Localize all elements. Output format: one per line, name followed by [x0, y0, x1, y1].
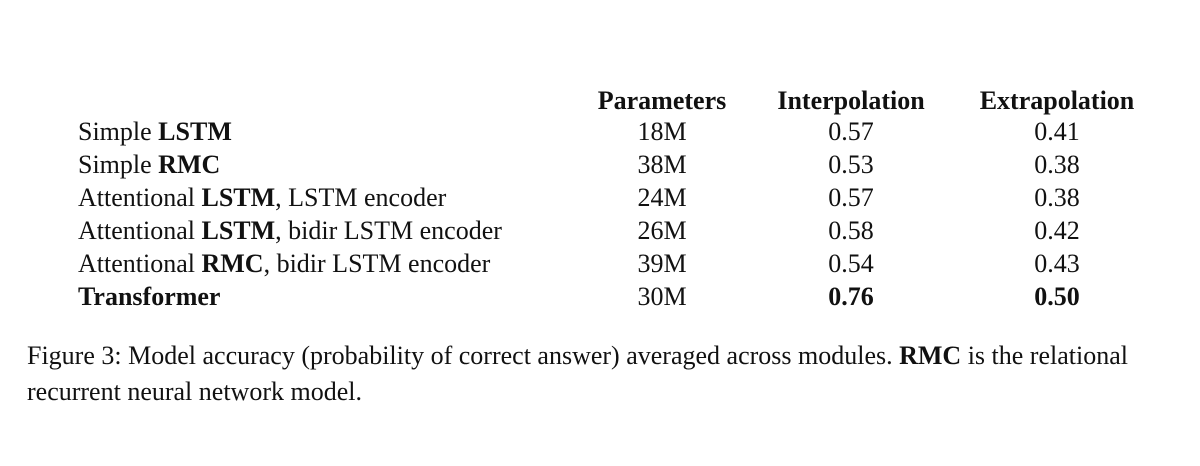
- table-cell: 0.53: [828, 150, 874, 179]
- label-part: Simple: [78, 117, 159, 146]
- column-header: Parameters: [597, 86, 727, 115]
- table-cell: 0.42: [1034, 216, 1080, 245]
- table-cell: 0.38: [1034, 183, 1080, 212]
- label-part: Attentional: [78, 183, 202, 212]
- label-part: , LSTM encoder: [275, 183, 447, 212]
- label-part: RMC: [158, 150, 221, 179]
- caption-part: Figure 3: Model accuracy (probability of…: [27, 341, 900, 370]
- label-part: LSTM: [201, 183, 276, 212]
- row-label: Attentional LSTM, bidir LSTM encoder: [78, 214, 502, 247]
- table-cell: 0.58: [828, 216, 874, 245]
- row-label: Transformer: [78, 280, 220, 313]
- table-cell: 24M: [637, 183, 687, 212]
- table-cell: 30M: [637, 282, 687, 311]
- label-part: Simple: [78, 150, 159, 179]
- table-cell: 0.76: [828, 282, 874, 311]
- table-cell: 39M: [637, 249, 687, 278]
- table-cell: 0.57: [828, 183, 874, 212]
- caption-part: RMC: [899, 341, 962, 370]
- label-part: Transformer: [78, 282, 221, 311]
- figure-caption: Figure 3: Model accuracy (probability of…: [27, 338, 1197, 410]
- caption-part: is the relational recurrent neural netwo…: [27, 341, 1128, 406]
- row-label: Simple RMC: [78, 148, 220, 181]
- row-label: Simple LSTM: [78, 115, 232, 148]
- label-part: , bidir LSTM encoder: [275, 216, 502, 245]
- table-cell: 0.50: [1034, 282, 1080, 311]
- table-cell: 0.38: [1034, 150, 1080, 179]
- table-cell: 26M: [637, 216, 687, 245]
- table-cell: 18M: [637, 117, 687, 146]
- table-cell: 0.57: [828, 117, 874, 146]
- row-label: Attentional LSTM, LSTM encoder: [78, 181, 446, 214]
- label-part: Attentional: [78, 216, 202, 245]
- table-cell: 0.54: [828, 249, 874, 278]
- column-header: Interpolation: [777, 86, 925, 115]
- table-cell: 38M: [637, 150, 687, 179]
- label-part: LSTM: [158, 117, 232, 146]
- row-label: Attentional RMC, bidir LSTM encoder: [78, 247, 490, 280]
- column-header: Extrapolation: [979, 86, 1135, 115]
- table-cell: 0.43: [1034, 249, 1080, 278]
- label-part: , bidir LSTM encoder: [263, 249, 491, 278]
- label-part: RMC: [201, 249, 264, 278]
- label-part: LSTM: [201, 216, 276, 245]
- table-cell: 0.41: [1034, 117, 1080, 146]
- label-part: Attentional: [78, 249, 202, 278]
